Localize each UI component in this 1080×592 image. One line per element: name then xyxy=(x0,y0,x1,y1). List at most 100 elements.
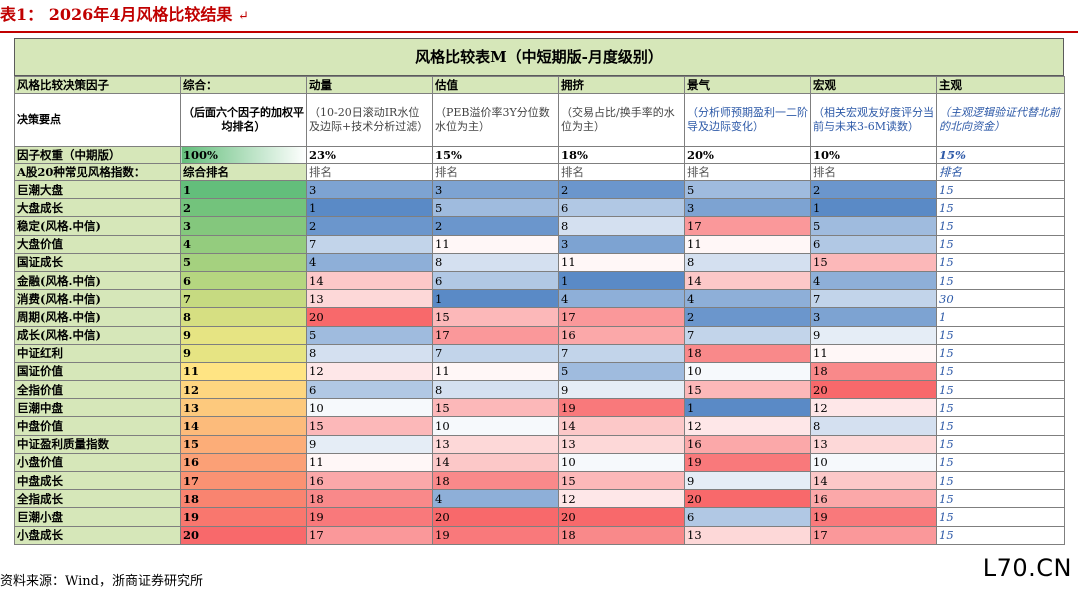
factor-rank: 17 xyxy=(558,307,685,327)
factor-rank: 19 xyxy=(810,507,937,527)
table-row: 金融(风格.中信) 6 14 6 1 14 4 15 xyxy=(14,270,1065,291)
factor-rank: 3 xyxy=(432,179,559,200)
factor-rank: 2 xyxy=(558,179,685,200)
row-label: 因子权重（中期版） xyxy=(14,146,181,164)
factor-rank: 9 xyxy=(810,325,937,345)
factor-rank: 8 xyxy=(558,216,685,236)
table-row: 成长(风格.中信) 9 5 17 16 7 9 15 xyxy=(14,325,1065,345)
factor-rank: 1 xyxy=(432,289,559,309)
composite-rank: 15 xyxy=(180,434,307,454)
composite-rank: 4 xyxy=(180,234,307,254)
factor-rank: 9 xyxy=(558,380,685,400)
table-row: 中证红利 9 8 7 7 18 11 15 xyxy=(14,343,1065,363)
factor-rank: 11 xyxy=(684,234,811,254)
composite-rank: 12 xyxy=(180,380,307,400)
factor-rank: 5 xyxy=(684,179,811,200)
factor-rank: 13 xyxy=(432,434,559,454)
composite-rank: 16 xyxy=(180,452,307,473)
column-header: 宏观 xyxy=(810,76,937,94)
factor-rank: 19 xyxy=(432,525,559,545)
factor-rank: 10 xyxy=(558,452,685,473)
column-header: 主观 xyxy=(936,76,1065,94)
data-table: 风格比较决策因子 综合： 动量 估值 拥挤 景气 宏观 主观 决策要点 （后面六个因子的加权平均排… xyxy=(14,76,1065,545)
factor-rank: 15 xyxy=(936,325,1065,345)
factor-rank: 15 xyxy=(936,507,1065,527)
rank-subheader: 排名 xyxy=(684,163,811,181)
factor-rank: 18 xyxy=(810,361,937,382)
composite-rank: 13 xyxy=(180,398,307,418)
composite-rank: 9 xyxy=(180,343,307,363)
factor-rank: 3 xyxy=(306,179,433,200)
table-row: 全指成长 18 18 4 12 20 16 15 xyxy=(14,489,1065,509)
composite-rank: 19 xyxy=(180,507,307,527)
column-header: 拥挤 xyxy=(558,76,685,94)
factor-rank: 18 xyxy=(306,489,433,509)
factor-rank: 20 xyxy=(306,307,433,327)
style-index-name: 成长(风格.中信) xyxy=(14,325,181,345)
factor-rank: 3 xyxy=(810,307,937,327)
factor-rank: 4 xyxy=(684,289,811,309)
composite-rank: 8 xyxy=(180,307,307,327)
style-index-name: 小盘成长 xyxy=(14,525,181,545)
factor-rank: 15 xyxy=(936,252,1065,272)
factor-rank: 10 xyxy=(432,416,559,436)
composite-rank: 14 xyxy=(180,416,307,436)
factor-rank: 15 xyxy=(936,470,1065,491)
factor-rank: 7 xyxy=(684,325,811,345)
factor-rank: 10 xyxy=(306,398,433,418)
style-index-name: 消费(风格.中信) xyxy=(14,289,181,309)
factor-rank: 3 xyxy=(684,198,811,218)
factor-rank: 12 xyxy=(558,489,685,509)
style-index-name: 国证成长 xyxy=(14,252,181,272)
factor-rank: 16 xyxy=(306,470,433,491)
factor-rank: 12 xyxy=(684,416,811,436)
factor-rank: 5 xyxy=(306,325,433,345)
factor-rank: 15 xyxy=(558,470,685,491)
factor-rank: 15 xyxy=(936,452,1065,473)
factor-rank: 20 xyxy=(432,507,559,527)
factor-rank: 6 xyxy=(810,234,937,254)
table-row: 国证成长 5 4 8 11 8 15 15 xyxy=(14,252,1065,272)
factor-rank: 9 xyxy=(306,434,433,454)
weight-row: 因子权重（中期版） 100% 23% 15% 18% 20% 10% 15% xyxy=(14,146,1065,164)
factor-rank: 13 xyxy=(306,289,433,309)
factor-rank: 2 xyxy=(684,307,811,327)
style-index-name: 巨潮中盘 xyxy=(14,398,181,418)
style-index-name: 金融(风格.中信) xyxy=(14,270,181,291)
rank-subheader: 排名 xyxy=(558,163,685,181)
factor-rank: 16 xyxy=(684,434,811,454)
factor-rank: 6 xyxy=(558,198,685,218)
factor-rank: 16 xyxy=(558,325,685,345)
factor-rank: 15 xyxy=(936,361,1065,382)
subheader-row: A股20种常见风格指数： 综合排名 排名 排名 排名 排名 排名 排名 xyxy=(14,163,1065,181)
factor-rank: 14 xyxy=(432,452,559,473)
style-index-name: 全指价值 xyxy=(14,380,181,400)
factor-rank: 15 xyxy=(684,380,811,400)
factor-rank: 8 xyxy=(810,416,937,436)
factor-rank: 11 xyxy=(432,361,559,382)
style-index-name: 巨潮大盘 xyxy=(14,179,181,200)
factor-rank: 15 xyxy=(810,252,937,272)
factor-rank: 9 xyxy=(684,470,811,491)
factor-rank: 8 xyxy=(306,343,433,363)
factor-rank: 1 xyxy=(936,307,1065,327)
factor-rank: 5 xyxy=(810,216,937,236)
factor-rank: 1 xyxy=(684,398,811,418)
row-label: 决策要点 xyxy=(14,93,181,147)
rank-subheader: 排名 xyxy=(306,163,433,181)
factor-rank: 4 xyxy=(558,289,685,309)
factor-rank: 4 xyxy=(306,252,433,272)
table-row: 巨潮小盘 19 19 20 20 6 19 15 xyxy=(14,507,1065,527)
factor-rank: 20 xyxy=(684,489,811,509)
style-comparison-table: 风格比较表M（中短期版-月度级别） 风格比较决策因子 综合： 动量 估值 拥挤 景气 宏观主… xyxy=(14,38,1065,562)
factor-description: （分析师预期盈利一二阶导及边际变化） xyxy=(684,93,811,147)
factor-rank: 19 xyxy=(306,507,433,527)
factor-rank: 8 xyxy=(432,252,559,272)
factor-description: （PEB溢价率3Y分位数水位为主） xyxy=(432,93,559,147)
style-index-name: 全指成长 xyxy=(14,489,181,509)
composite-rank: 2 xyxy=(180,198,307,218)
factor-rank: 14 xyxy=(558,416,685,436)
factor-rank: 11 xyxy=(432,234,559,254)
factor-rank: 13 xyxy=(684,525,811,545)
factor-rank: 15 xyxy=(936,234,1065,254)
